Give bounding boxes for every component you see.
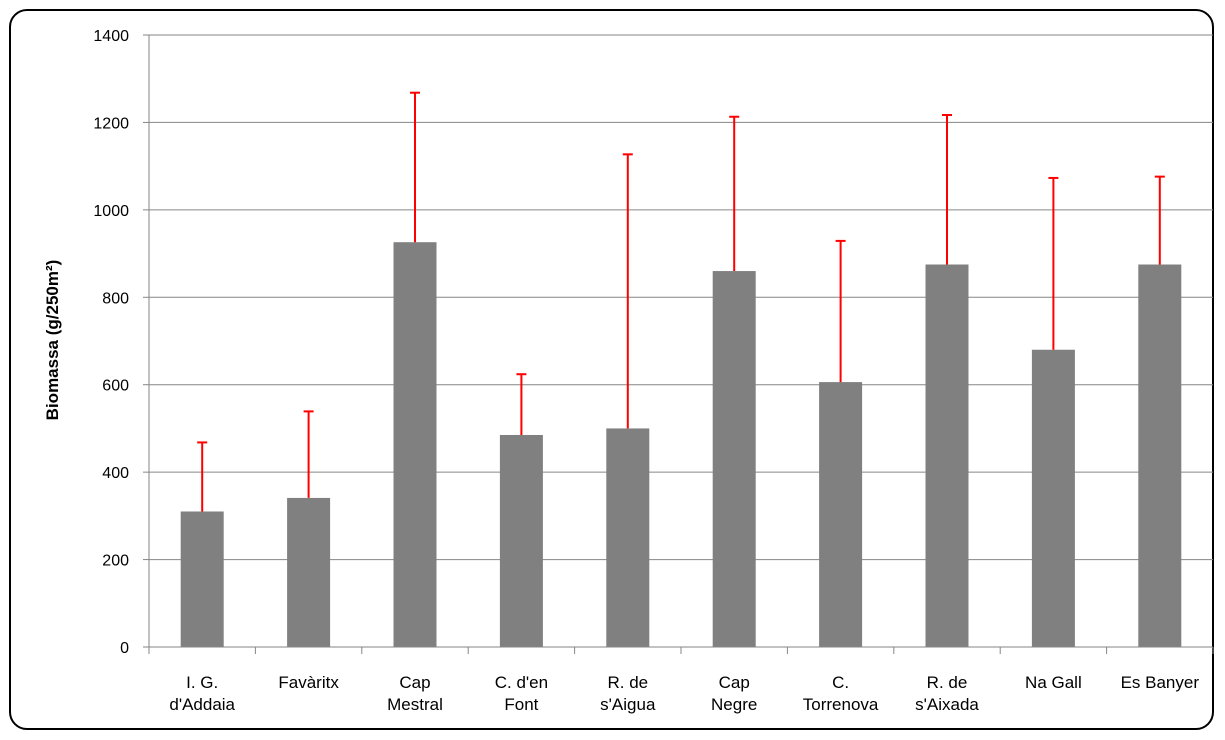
- x-tick-label-line: Torrenova: [803, 695, 879, 714]
- bar: [499, 434, 543, 647]
- x-tick-label: Na Gall: [1025, 673, 1082, 692]
- x-tick-label: Favàritx: [278, 673, 339, 692]
- x-tick-label-line: Cap: [399, 673, 430, 692]
- x-tick-label-line: s'Aigua: [600, 695, 656, 714]
- x-tick-label-line: Na Gall: [1025, 673, 1082, 692]
- x-tick-label-line: s'Aixada: [915, 695, 979, 714]
- bar: [180, 511, 224, 647]
- x-tick-label: I. G. d'Addaia: [169, 673, 235, 714]
- x-tick-label-line: C. d'en: [495, 673, 548, 692]
- y-tick-label: 1000: [93, 203, 129, 220]
- y-tick-label: 1200: [93, 115, 129, 132]
- y-axis-title: Biomassa (g/250m²): [43, 260, 62, 421]
- x-tick-label-line: R. de: [927, 673, 968, 692]
- x-tick-label-line: Es Banyer: [1121, 673, 1200, 692]
- x-tick-label-line: Favàritx: [278, 673, 339, 692]
- error-bars: [197, 91, 1165, 512]
- x-tick-label-line: Font: [504, 695, 538, 714]
- x-tick-label: Cap Mestral: [387, 673, 443, 714]
- x-tick-label-line: C.: [832, 673, 849, 692]
- x-tick-label-line: I. G.: [186, 673, 218, 692]
- x-tick-label: C. d'en Font: [495, 673, 548, 714]
- x-tick-label: Cap Negre: [711, 673, 757, 714]
- x-tick-label: R. de s'Aigua: [600, 673, 656, 714]
- x-tick-label-line: d'Addaia: [169, 695, 235, 714]
- bars: [180, 242, 1182, 647]
- bar: [287, 497, 331, 647]
- y-tick-label: 800: [102, 290, 129, 307]
- axes: [143, 34, 1214, 654]
- bar: [393, 242, 437, 647]
- x-tick-label-line: Mestral: [387, 695, 443, 714]
- y-tick-label: 200: [102, 553, 129, 570]
- bar: [1138, 264, 1182, 647]
- bar: [712, 271, 756, 647]
- y-tick-label: 400: [102, 465, 129, 482]
- bar: [606, 428, 650, 647]
- y-tick-label: 600: [102, 378, 129, 395]
- y-tick-labels: 0 200 400 600 800 1000 1200 1400: [93, 28, 129, 657]
- y-tick-label: 0: [120, 640, 129, 657]
- x-tick-labels: I. G. d'Addaia Favàritx Cap Mestral C. d'en Fo…: [169, 673, 1199, 714]
- y-tick-label: 1400: [93, 28, 129, 45]
- bar: [925, 264, 969, 647]
- x-tick-label: C. Torrenova: [803, 673, 879, 714]
- bar: [819, 382, 863, 647]
- x-tick-label-line: Negre: [711, 695, 757, 714]
- x-tick-label: Es Banyer: [1121, 673, 1200, 692]
- x-tick-label: R. de s'Aixada: [915, 673, 979, 714]
- x-tick-label-line: R. de: [607, 673, 648, 692]
- x-tick-label-line: Cap: [719, 673, 750, 692]
- bar: [1031, 349, 1075, 647]
